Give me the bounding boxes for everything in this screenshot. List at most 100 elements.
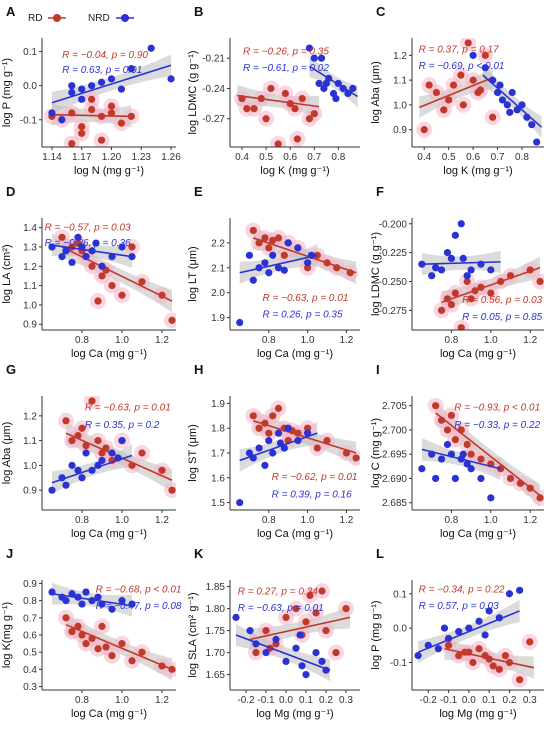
point-nrd	[68, 82, 76, 90]
point-nrd	[437, 455, 446, 463]
point-nrd	[118, 243, 126, 251]
point-nrd	[292, 644, 300, 652]
point-rd	[107, 109, 116, 117]
y-tick-label: 2.695	[382, 450, 407, 461]
y-tick-label: 1.1	[393, 76, 407, 87]
point-rd	[475, 645, 483, 653]
point-nrd	[305, 44, 314, 52]
y-tick-label: 0.6	[23, 631, 37, 642]
point-rd	[495, 665, 503, 673]
point-nrd	[245, 449, 254, 457]
point-nrd	[58, 253, 66, 261]
stat-label-nrd: R = −0.63, p = 0.01	[238, 603, 324, 614]
point-nrd	[78, 474, 86, 482]
point-nrd	[463, 272, 471, 280]
point-nrd	[128, 600, 136, 608]
point-nrd	[68, 88, 76, 97]
point-rd	[485, 655, 493, 663]
plot-area	[416, 38, 543, 146]
x-tick-label: 1.0	[484, 515, 498, 526]
point-nrd	[62, 597, 70, 605]
stat-label-nrd: R = 0.26, p = 0.35	[263, 310, 343, 321]
panel-letter: A	[6, 4, 16, 19]
y-tick-label: 1.2	[23, 262, 37, 273]
point-nrd	[108, 605, 116, 613]
panel-letter: J	[6, 546, 13, 561]
y-tick-label: 0.9	[23, 320, 37, 331]
point-rd	[318, 587, 326, 595]
point-rd	[313, 251, 321, 259]
point-rd	[158, 466, 166, 474]
point-nrd	[302, 671, 310, 679]
point-nrd	[58, 474, 66, 482]
x-tick-label: 0.8	[331, 152, 345, 163]
y-tick-label: 0.1	[23, 47, 37, 58]
point-rd	[68, 139, 76, 147]
plot-area	[234, 44, 359, 147]
point-rd	[457, 71, 465, 79]
point-rd	[267, 84, 275, 93]
point-nrd	[475, 617, 483, 625]
x-tick-label: 1.23	[132, 152, 152, 163]
point-rd	[255, 239, 263, 247]
point-nrd	[88, 247, 96, 255]
legend-label-rd: RD	[28, 13, 42, 24]
stat-label-rd: R = −0.57, p = 0.03	[45, 222, 131, 233]
y-axis-label: log K(mg g⁻¹)	[1, 602, 13, 668]
x-axis-label: log K (mg g⁻¹)	[260, 165, 329, 177]
y-tick-label: 0.7	[23, 613, 37, 624]
point-nrd	[459, 450, 467, 458]
point-nrd	[467, 266, 475, 274]
point-rd	[443, 426, 452, 434]
point-nrd	[88, 82, 96, 90]
point-rd	[298, 94, 306, 103]
stat-label-rd: R = −0.63, p = 0.01	[263, 293, 349, 304]
point-nrd	[310, 54, 318, 62]
point-rd	[243, 105, 251, 113]
y-tick-label: 0.3	[23, 682, 37, 693]
x-tick-label: 1.2	[523, 335, 537, 346]
plot-area	[43, 44, 175, 147]
y-tick-label: 1.5	[211, 498, 225, 509]
point-rd	[526, 266, 534, 274]
x-tick-label: 0.5	[259, 152, 273, 163]
point-nrd	[432, 474, 440, 483]
y-tick-label: 0.8	[23, 596, 37, 607]
point-rd	[477, 283, 485, 291]
point-rd	[291, 105, 299, 113]
point-nrd	[298, 662, 306, 670]
point-rd	[449, 81, 458, 89]
point-rd	[281, 89, 289, 98]
point-nrd	[481, 631, 489, 639]
point-rd	[82, 441, 90, 450]
point-rd	[536, 494, 544, 502]
y-tick-label: 0.9	[23, 579, 37, 590]
y-tick-label: -0.27	[202, 114, 225, 125]
point-rd	[249, 226, 257, 235]
point-rd	[505, 658, 514, 667]
point-nrd	[68, 258, 76, 267]
x-axis-label: log N (mg g⁻¹)	[74, 165, 144, 177]
point-nrd	[418, 465, 426, 473]
point-rd	[78, 424, 86, 432]
x-tick-label: 1.26	[161, 152, 181, 163]
point-rd	[481, 51, 489, 59]
point-nrd	[272, 635, 280, 644]
y-tick-label: 2.0	[211, 288, 225, 299]
point-rd	[98, 622, 106, 631]
point-rd	[526, 484, 534, 492]
point-nrd	[513, 106, 521, 114]
panel-k: K -0.2 -0.1 0.0 0.1 0.2 0.3 1.65 1.70 1.75 1.80 1.8…	[187, 546, 360, 720]
stat-label-nrd: R = −0.69, p < 0.01	[419, 61, 505, 72]
point-rd	[489, 662, 497, 670]
plot-area	[48, 582, 176, 681]
fit-line-nrd	[51, 64, 172, 104]
y-tick-label: 1.85	[206, 582, 226, 593]
point-rd	[489, 113, 497, 121]
x-tick-label: 0.3	[523, 695, 537, 706]
x-tick-label: 0.0	[462, 695, 476, 706]
point-nrd	[318, 657, 326, 666]
panel-a: A 1.14 1.17 1.20 1.23 1.26 -0.1 0.0 0.1 log N (mg…	[1, 4, 181, 177]
